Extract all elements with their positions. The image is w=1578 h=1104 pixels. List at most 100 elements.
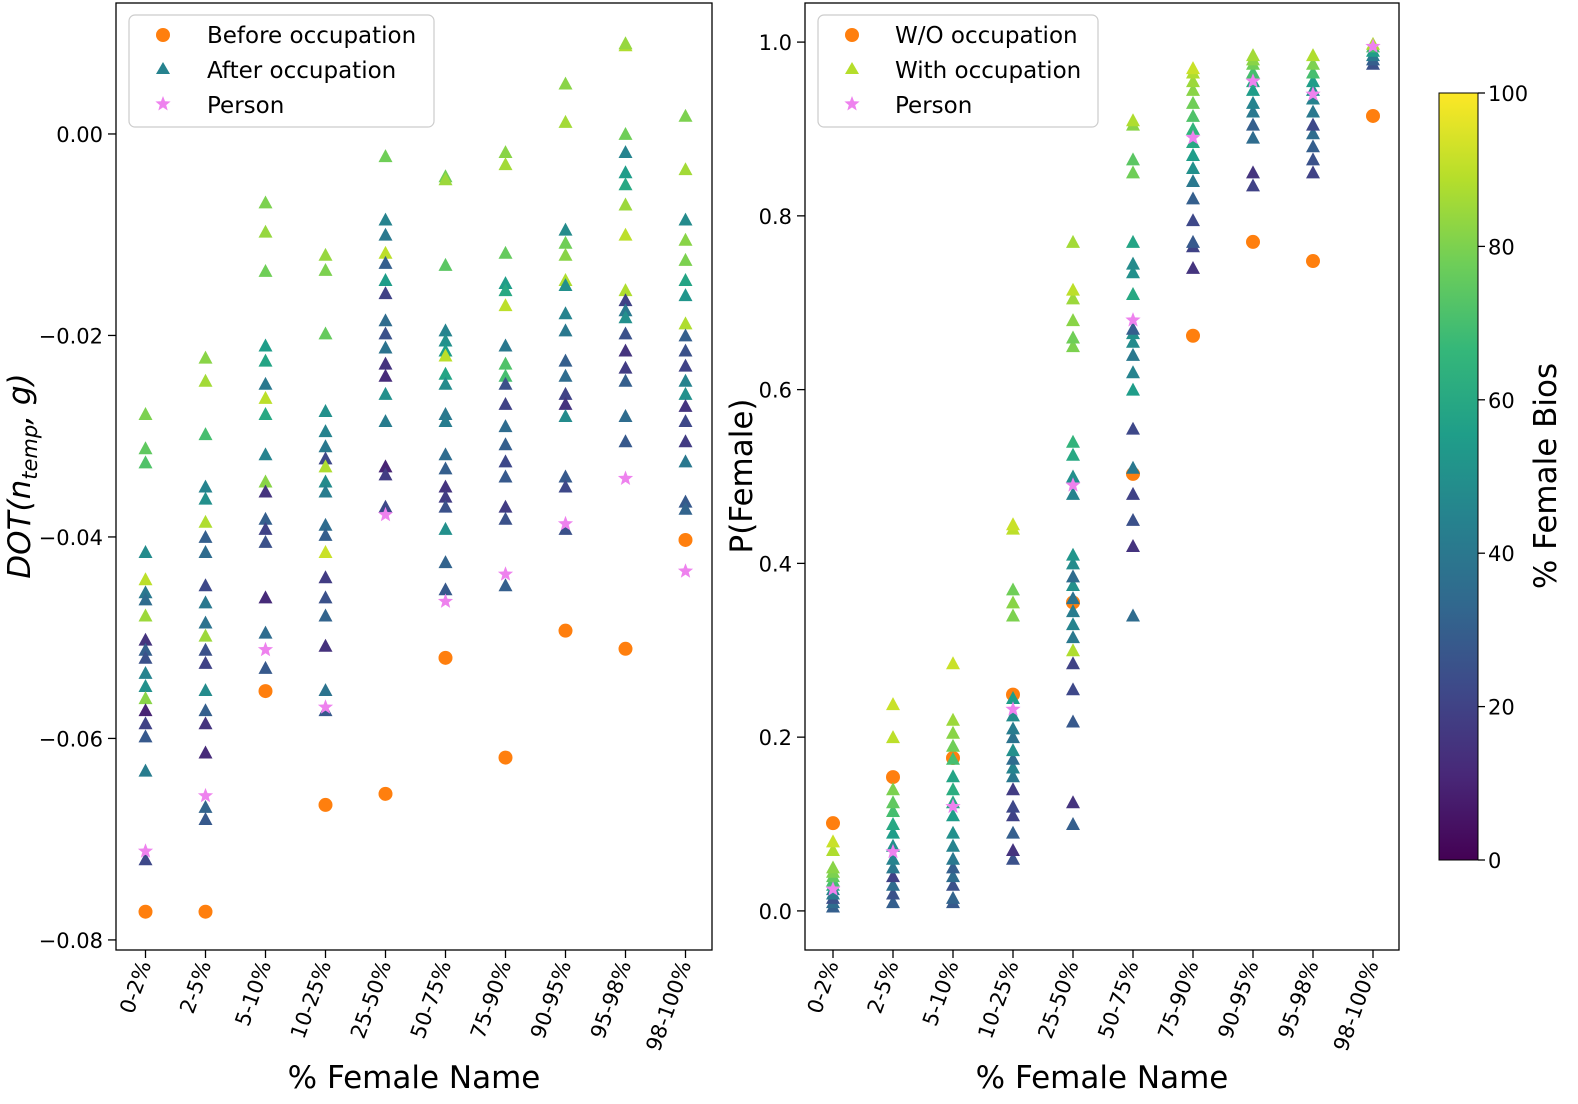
scatter-point-triangle (618, 145, 633, 159)
x-tick-label: 2-5% (175, 958, 216, 1017)
scatter-point-triangle (318, 683, 333, 697)
scatter-point-triangle (318, 247, 333, 261)
scatter-point-triangle (1066, 578, 1080, 592)
y-tick-label: 0.6 (759, 379, 792, 403)
scatter-point-triangle (498, 578, 513, 592)
scatter-point-triangle (318, 590, 333, 604)
scatter-point-triangle (558, 521, 573, 535)
scatter-point-triangle (258, 195, 273, 209)
scatter-point-triangle (498, 511, 513, 525)
legend-label-after-occupation: After occupation (207, 58, 396, 84)
scatter-point-triangle (198, 799, 213, 813)
scatter-point-triangle (1186, 234, 1200, 248)
scatter-point-triangle (946, 725, 960, 739)
scatter-point-triangle (438, 582, 453, 596)
scatter-point-triangle (1246, 165, 1260, 179)
scatter-point-triangle (258, 338, 273, 352)
scatter-point-triangle (198, 745, 213, 759)
scatter-point-triangle (198, 683, 213, 697)
scatter-point-triangle (1186, 121, 1200, 135)
scatter-point-circle (1186, 328, 1200, 343)
scatter-point-triangle (558, 368, 573, 382)
scatter-point-triangle (378, 245, 393, 259)
scatter-point-triangle (946, 656, 960, 670)
scatter-point-triangle (258, 474, 273, 488)
scatter-point-triangle (1126, 234, 1140, 248)
scatter-point-triangle (138, 691, 153, 705)
legend-triangle-marker (845, 62, 859, 74)
x-tick-label: 25-50% (1033, 958, 1083, 1042)
scatter-point-triangle (946, 877, 960, 891)
left-y-axis-label: DOT(ntemp, g) (2, 373, 42, 578)
left-y-ticks: −0.08 −0.06 −0.04 −0.02 0.00 (39, 123, 116, 953)
scatter-point-triangle (198, 716, 213, 730)
scatter-point-triangle (318, 474, 333, 488)
scatter-point-triangle (138, 703, 153, 717)
scatter-point-triangle (438, 447, 453, 461)
scatter-point-triangle (318, 484, 333, 498)
scatter-point-triangle (1066, 469, 1080, 483)
scatter-point-triangle (198, 373, 213, 387)
scatter-point-circle (318, 797, 333, 812)
scatter-point-triangle (1186, 161, 1200, 175)
scatter-point-triangle (886, 869, 900, 883)
scatter-point-triangle (318, 451, 333, 465)
scatter-point-triangle (198, 479, 213, 493)
scatter-point-triangle (1126, 152, 1140, 166)
x-tick-label: 10-25% (973, 958, 1023, 1042)
scatter-point-triangle (378, 227, 393, 241)
scatter-point-circle (138, 904, 153, 919)
right-legend: W/O occupation With occupation Person (817, 14, 1099, 128)
scatter-point-triangle (258, 511, 273, 525)
scatter-point-circle (498, 750, 513, 765)
scatter-point-triangle (1186, 260, 1200, 274)
y-tick-label: 0.0 (759, 900, 792, 924)
x-tick-label: 0-2% (115, 958, 156, 1017)
scatter-point-triangle (1066, 282, 1080, 296)
scatter-point-triangle (618, 303, 633, 317)
scatter-point-triangle (138, 852, 153, 866)
scatter-point-triangle (1246, 117, 1260, 131)
scatter-point-triangle (1246, 104, 1260, 118)
scatter-point-triangle (886, 730, 900, 744)
scatter-point-triangle (498, 396, 513, 410)
left-plot-frame (115, 2, 713, 951)
scatter-point-triangle (1246, 48, 1260, 62)
scatter-point-triangle (886, 860, 900, 874)
scatter-point-triangle (1126, 321, 1140, 335)
scatter-point-triangle (258, 660, 273, 674)
scatter-point-triangle (558, 235, 573, 249)
x-tick-label: 0-2% (803, 958, 844, 1017)
scatter-point-triangle (558, 278, 573, 292)
scatter-point-triangle (258, 407, 273, 420)
scatter-point-triangle (318, 459, 333, 473)
scatter-point-triangle (498, 356, 513, 370)
scatter-point-triangle (498, 419, 513, 433)
right-y-axis-label: P(Female) (724, 399, 760, 554)
legend-triangle-marker (156, 62, 170, 74)
colorbar-tick-label: 60 (1488, 389, 1515, 413)
scatter-point-triangle (618, 126, 633, 140)
scatter-point-triangle (678, 108, 693, 122)
scatter-point-circle (378, 786, 393, 801)
scatter-point-triangle (138, 585, 153, 599)
scatter-point-triangle (498, 454, 513, 468)
scatter-point-triangle (886, 795, 900, 809)
scatter-point-triangle (498, 499, 513, 513)
scatter-point-triangle (678, 273, 693, 286)
scatter-point-triangle (618, 293, 633, 307)
scatter-point-triangle (678, 316, 693, 330)
scatter-point-circle (886, 770, 900, 785)
scatter-point-triangle (498, 298, 513, 312)
x-tick-label: 95-98% (1273, 958, 1323, 1042)
scatter-point-triangle (1006, 721, 1020, 735)
legend-circle-marker (156, 28, 170, 42)
scatter-point-triangle (1246, 82, 1260, 96)
scatter-point-triangle (378, 499, 393, 513)
scatter-point-triangle (1066, 682, 1080, 696)
colorbar-gradient (1438, 92, 1479, 861)
right-data-points (825, 36, 1381, 913)
scatter-point-star (377, 506, 394, 522)
scatter-point-triangle (1306, 74, 1320, 88)
